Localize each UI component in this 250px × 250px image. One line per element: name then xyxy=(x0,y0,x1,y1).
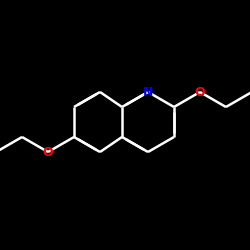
Text: N: N xyxy=(143,86,153,98)
Text: O: O xyxy=(195,86,205,98)
Text: O: O xyxy=(43,146,53,158)
